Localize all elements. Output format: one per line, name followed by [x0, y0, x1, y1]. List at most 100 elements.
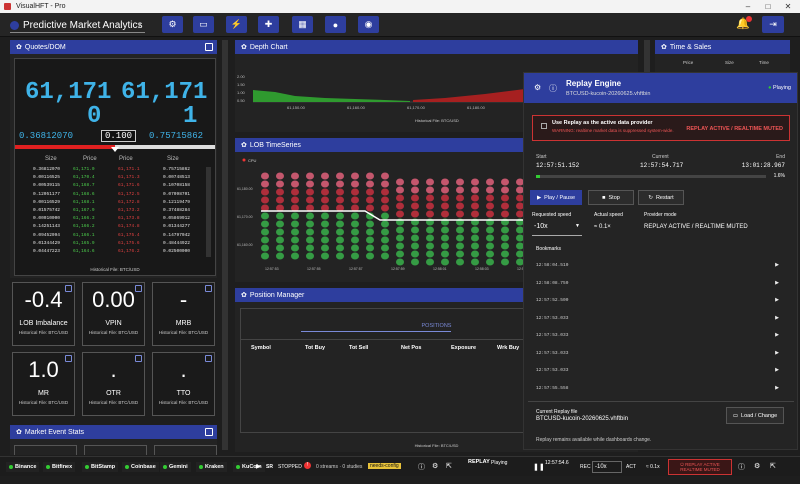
exchange-gemini[interactable]: Gemini: [160, 462, 191, 472]
play-bookmark-icon[interactable]: ▶: [775, 262, 779, 268]
dom-cell: 0.36812070: [33, 167, 61, 172]
settings-button[interactable]: ⚙: [162, 16, 183, 33]
warning-text: WARNING: realtime market data is suppres…: [552, 128, 674, 133]
legend-dot: [242, 158, 246, 162]
play-bookmark-icon[interactable]: ▶: [775, 384, 779, 391]
heatmap-cell: [381, 228, 389, 236]
performance-button[interactable]: ⚡: [226, 16, 247, 33]
rec-label: REC: [580, 464, 591, 470]
play-pause-button[interactable]: ▶ Play / Pause: [530, 190, 582, 205]
config-icon[interactable]: [135, 285, 142, 292]
exchange-bitfinex[interactable]: Bitfinex: [43, 462, 76, 472]
info-icon[interactable]: ⓘ: [418, 464, 425, 471]
config-icon[interactable]: [135, 355, 142, 362]
bookmark-item[interactable]: 12:57:53.033: [536, 333, 569, 338]
bookmark-item[interactable]: 12:57:53.033: [536, 315, 569, 321]
exchange-bitstamp[interactable]: BitStamp: [82, 462, 119, 472]
heatmap-cell: [471, 194, 479, 202]
config-icon[interactable]: [205, 285, 212, 292]
bookmark-item[interactable]: 12:58:04.510: [536, 263, 569, 268]
exchange-coinbase[interactable]: Coinbase: [122, 462, 159, 472]
heatmap-cell: [321, 236, 329, 244]
heatmap-cell: [441, 258, 449, 266]
info-icon[interactable]: ⓘ: [738, 464, 745, 471]
heatmap-cell: [366, 180, 374, 188]
minimize-button[interactable]: –: [745, 2, 751, 11]
config-icon[interactable]: [205, 355, 212, 362]
tab-positions[interactable]: POSITIONS: [421, 323, 452, 329]
heatmap-cell: [306, 188, 314, 196]
popout-icon[interactable]: ⇱: [446, 463, 452, 470]
config-icon[interactable]: [205, 428, 213, 436]
gear-icon[interactable]: ⚙: [754, 463, 761, 470]
logout-button[interactable]: ⇥: [762, 16, 784, 33]
bookmark-item[interactable]: 12:57:55.558: [536, 385, 569, 391]
play-bookmark-icon[interactable]: ▶: [775, 367, 779, 373]
gear-icon[interactable]: ⚙: [432, 463, 439, 470]
play-icon[interactable]: ▶: [256, 464, 261, 470]
account-button[interactable]: ●: [325, 16, 346, 33]
load-change-button[interactable]: ▭ Load / Change: [726, 407, 784, 424]
maximize-button[interactable]: □: [765, 2, 771, 11]
status-speed-select[interactable]: -10x: [592, 461, 622, 473]
heatmap-cell: [471, 258, 479, 266]
replay-active-badge[interactable]: ⏻ REPLAY ACTIVE REALTIME MUTED: [668, 459, 732, 475]
restart-button[interactable]: ↻ Restart: [638, 190, 684, 205]
provider-mode: REPLAY ACTIVE / REALTIME MUTED: [644, 224, 748, 230]
notifications-button[interactable]: 🔔: [736, 16, 752, 33]
status-dot: [199, 465, 203, 469]
market-button[interactable]: ▦: [292, 16, 313, 33]
scrollbar[interactable]: [206, 167, 211, 257]
gear-icon[interactable]: ⚙: [534, 83, 542, 92]
gear-icon[interactable]: ✿: [16, 44, 22, 51]
panel-title: Market Event Stats: [24, 428, 85, 436]
act-label: ACT: [626, 464, 636, 470]
dom-cell: 0.00010000: [33, 216, 61, 222]
monitor-button[interactable]: ▭: [193, 16, 214, 33]
progress-track[interactable]: [536, 175, 766, 178]
exchange-binance[interactable]: Binance: [6, 462, 40, 472]
gear-icon[interactable]: ✿: [16, 429, 22, 436]
heatmap-cell: [261, 252, 269, 260]
bookmark-item[interactable]: 12:57:53.033: [536, 350, 569, 356]
gear-icon[interactable]: ✿: [661, 44, 667, 51]
exchange-kraken[interactable]: Kraken: [196, 462, 227, 472]
play-bookmark-icon[interactable]: ▶: [775, 332, 779, 338]
x-tick: 12:58:03: [475, 267, 489, 271]
heatmap-cell: [456, 210, 464, 218]
config-icon[interactable]: [205, 43, 213, 51]
speed-select[interactable]: -10x ▼: [532, 220, 582, 236]
use-replay-checkbox[interactable]: [541, 123, 547, 129]
info-icon[interactable]: ⓘ: [549, 84, 557, 93]
gear-icon[interactable]: ✿: [241, 142, 247, 149]
app-selector[interactable]: Predictive Market Analytics ▼: [10, 18, 145, 33]
heatmap-cell: [336, 212, 344, 220]
play-bookmark-icon[interactable]: ▶: [775, 279, 779, 286]
popout-icon[interactable]: ⇱: [770, 463, 776, 470]
help-button[interactable]: ◉: [358, 16, 379, 33]
bookmark-item[interactable]: 12:57:52.500: [536, 298, 569, 303]
left-scrollbar[interactable]: [222, 40, 228, 450]
close-window-button[interactable]: ✕: [784, 2, 792, 11]
play-bookmark-icon[interactable]: ▶: [775, 297, 779, 303]
play-bookmark-icon[interactable]: ▶: [775, 314, 779, 321]
bid-bar: [15, 145, 115, 149]
gear-icon[interactable]: ✿: [241, 292, 247, 299]
dom-cell: 61,171.6: [118, 183, 140, 189]
bookmark-item[interactable]: 12:58:08.750: [536, 280, 569, 286]
gear-icon[interactable]: ✿: [241, 44, 247, 51]
exchange-kucoin[interactable]: KuCoin: [233, 462, 265, 472]
heatmap-cell: [456, 186, 464, 194]
stop-button[interactable]: ■ Stop: [588, 190, 634, 205]
plugins-button[interactable]: ✚: [258, 16, 279, 33]
heatmap-cell: [441, 178, 449, 186]
heatmap-cell: [486, 194, 494, 202]
bookmark-item[interactable]: 12:57:53.033: [536, 368, 569, 373]
dom-cell: 0.48444922: [163, 240, 191, 246]
pause-icon[interactable]: ❚❚: [533, 464, 545, 471]
config-icon[interactable]: [65, 285, 72, 292]
config-icon[interactable]: [65, 355, 72, 362]
gauge-file: Historical File: BTC/USD: [158, 400, 209, 405]
play-bookmark-icon[interactable]: ▶: [775, 349, 779, 356]
heatmap-cell: [516, 258, 524, 266]
